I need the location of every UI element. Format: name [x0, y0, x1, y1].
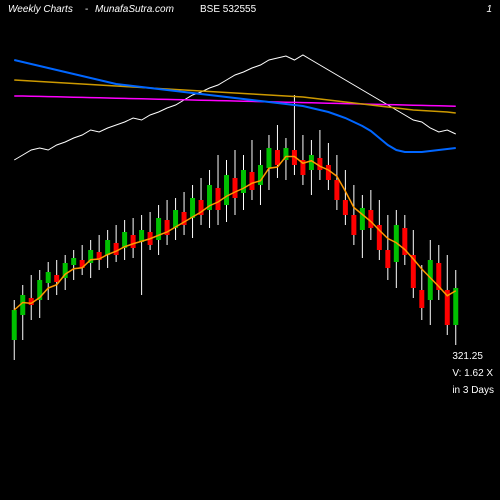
volume-label: V: 1.62 X [452, 366, 494, 381]
info-block: 321.25 V: 1.62 X in 3 Days [452, 347, 494, 400]
price-chart [0, 0, 500, 500]
indicator-lines-layer [14, 55, 456, 160]
time-label: in 3 Days [452, 383, 494, 398]
candlestick-layer [12, 95, 459, 360]
price-label: 321.25 [452, 349, 494, 364]
